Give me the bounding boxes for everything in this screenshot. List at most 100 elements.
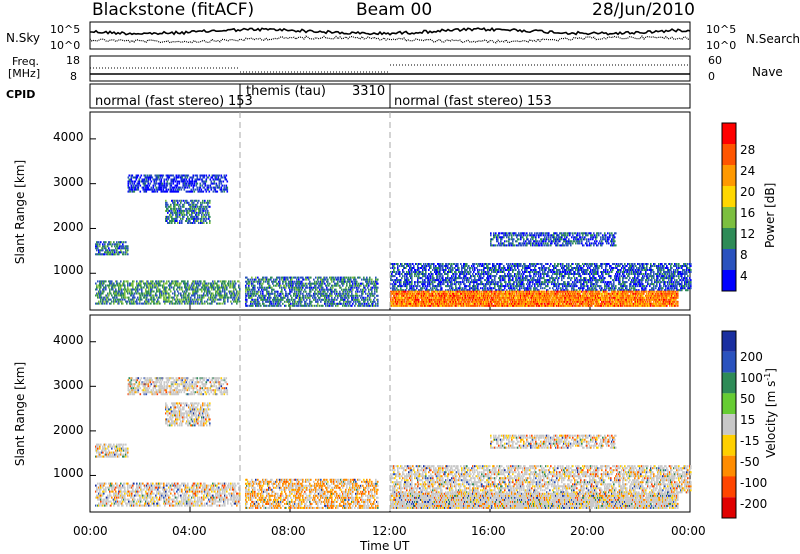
power-cell (613, 279, 615, 282)
power-cell (339, 286, 341, 289)
power-cell (223, 184, 226, 187)
power-cell (306, 278, 308, 281)
power-cell (355, 298, 357, 301)
power-cell (332, 302, 334, 305)
power-cell (112, 253, 114, 256)
power-cell (616, 279, 618, 282)
power-cell (510, 263, 512, 265)
power-cell (245, 286, 247, 289)
power-cell (300, 276, 302, 279)
power-cell (457, 263, 459, 265)
power-cell (369, 296, 371, 299)
power-cell (348, 288, 350, 291)
power-cell (331, 280, 333, 283)
power-cell (276, 304, 278, 307)
power-cell (266, 298, 268, 301)
power-cell (225, 280, 227, 283)
power-cell (269, 294, 271, 297)
power-cell (223, 298, 225, 301)
power-cell (580, 265, 582, 267)
power-cell (325, 284, 327, 287)
power-cell (279, 280, 281, 283)
power-cell (440, 263, 442, 265)
power-cell (608, 263, 610, 265)
power-cell (320, 276, 322, 279)
power-cell (182, 174, 185, 177)
power-cell (577, 265, 579, 267)
power-cell (447, 283, 449, 286)
power-cell (201, 205, 203, 208)
power-cell (326, 276, 328, 279)
power-cell (193, 190, 196, 193)
power-cell (377, 294, 379, 297)
power-cell (224, 286, 226, 289)
power-cell (328, 294, 330, 297)
power-cell (159, 280, 161, 283)
power-cell (118, 241, 120, 244)
power-cell (566, 265, 568, 267)
power-cell (236, 292, 238, 295)
power-cell (297, 286, 299, 289)
power-cell (322, 298, 324, 301)
power-cell (165, 203, 167, 206)
power-cell (130, 294, 132, 297)
power-cell (474, 263, 476, 265)
power-cell (186, 176, 189, 179)
power-cell (171, 186, 174, 189)
power-cell (465, 287, 467, 290)
power-cell (315, 288, 317, 291)
power-cell (295, 292, 297, 295)
power-cell (230, 284, 232, 287)
power-cell (116, 251, 118, 254)
power-cell (210, 176, 213, 179)
power-cell (499, 267, 501, 269)
power-cell (328, 296, 330, 299)
power-cell (176, 188, 179, 191)
power-cell (296, 284, 298, 287)
power-cell (151, 188, 154, 191)
power-cell (174, 294, 176, 297)
power-cell (202, 199, 204, 202)
power-cell (185, 286, 187, 289)
power-cell (541, 263, 543, 265)
power-cell (275, 298, 277, 301)
power-cell (236, 290, 238, 293)
power-cell (537, 283, 539, 286)
power-cell (128, 174, 131, 177)
power-cell (432, 287, 434, 290)
power-cell (326, 288, 328, 291)
power-cell (188, 182, 191, 185)
power-cell (271, 276, 273, 279)
power-cell (346, 288, 348, 291)
power-cell (371, 282, 373, 285)
power-cell (125, 296, 127, 299)
power-cell (317, 290, 319, 293)
power-cell (518, 269, 520, 271)
power-cell (203, 217, 205, 220)
power-cell (172, 188, 175, 191)
power-cell (334, 296, 336, 299)
power-cell (109, 280, 111, 283)
power-cell (164, 300, 166, 303)
power-cell (170, 300, 172, 303)
power-cell (213, 180, 216, 183)
power-cell (228, 296, 230, 299)
power-cell (352, 288, 354, 291)
power-cell (220, 174, 223, 177)
power-cell (476, 267, 478, 269)
power-cell (121, 284, 123, 287)
power-cell (445, 269, 447, 271)
power-cell (115, 288, 117, 291)
power-cell (194, 298, 196, 301)
power-cell (364, 302, 366, 305)
power-cell (168, 280, 170, 283)
power-cell (105, 288, 107, 291)
power-cell (309, 292, 311, 295)
power-cell (179, 213, 181, 216)
power-cell (520, 275, 522, 278)
power-cell (215, 178, 218, 181)
power-cell (276, 276, 278, 279)
power-cell (317, 302, 319, 305)
power-cell (451, 285, 453, 288)
power-cell (277, 290, 279, 293)
